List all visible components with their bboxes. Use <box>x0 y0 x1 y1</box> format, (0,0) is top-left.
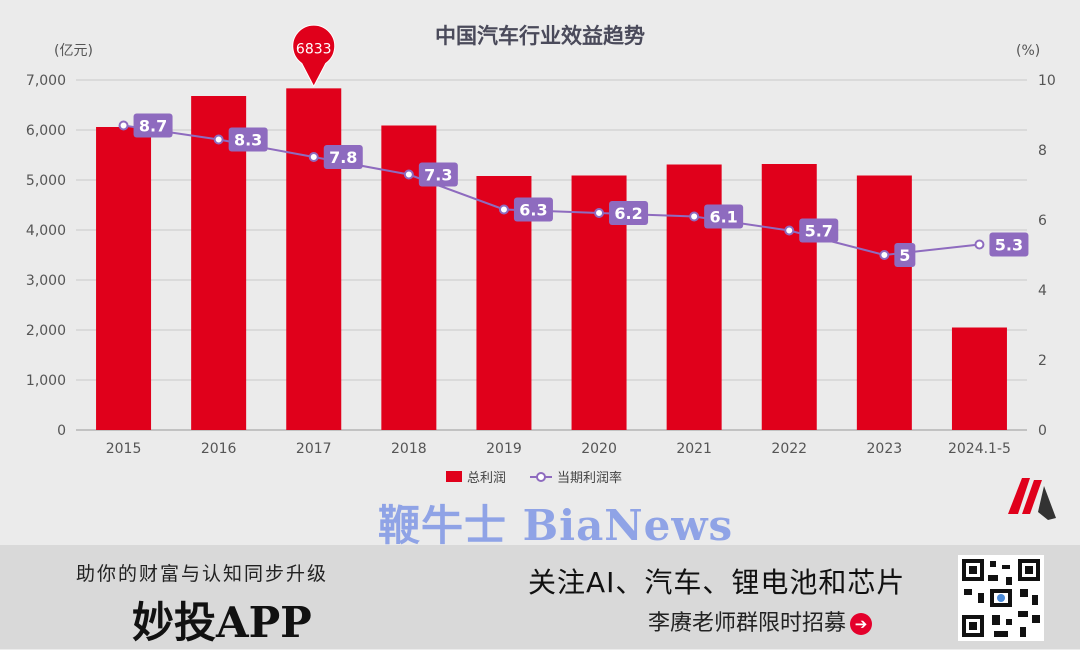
banner-topics: 关注AI、汽车、锂电池和芯片 <box>528 566 906 599</box>
right-tick-label: 2 <box>1038 353 1047 369</box>
right-tick-label: 6 <box>1038 213 1047 229</box>
watermark: 鞭牛士 BiaNews <box>378 501 734 550</box>
line-label-box <box>323 145 363 169</box>
legend-swatch-profit <box>446 471 462 482</box>
x-tick-label: 2015 <box>106 441 142 457</box>
banner-slogan: 助你的财富与认知同步升级 <box>76 563 329 585</box>
left-tick-label: 6,000 <box>26 123 66 139</box>
line-label-box <box>228 127 268 152</box>
line-data-label: 8.7 <box>139 117 167 136</box>
line-data-label: 8.3 <box>234 131 262 150</box>
x-tick-label: 2021 <box>676 441 712 457</box>
max-callout-pin <box>292 24 336 88</box>
left-tick-label: 5,000 <box>26 173 66 189</box>
line-data-label: 5.7 <box>805 222 833 241</box>
line-point <box>498 204 509 215</box>
chart-title: 中国汽车行业效益趋势 <box>435 24 645 48</box>
bar <box>856 175 912 430</box>
line-label-box <box>894 243 916 267</box>
left-axis-unit: (亿元) <box>54 43 93 59</box>
promo-banner[interactable]: 助你的财富与认知同步升级 妙投APP 关注AI、汽车、锂电池和芯片 李赓老师群限… <box>0 545 1080 649</box>
left-tick-label: 7,000 <box>26 73 66 89</box>
x-tick-label: 2023 <box>867 441 903 457</box>
left-tick-label: 3,000 <box>26 273 66 289</box>
x-tick-label: 2022 <box>771 441 807 457</box>
right-tick-label: 4 <box>1038 283 1047 299</box>
line-point <box>784 225 795 236</box>
line-point <box>594 208 605 218</box>
bar <box>96 127 152 430</box>
line-data-label: 6.3 <box>519 201 547 220</box>
left-tick-label: 0 <box>57 423 66 439</box>
right-tick-label: 10 <box>1038 73 1056 89</box>
x-tick-label: 2016 <box>201 441 237 457</box>
chart: 中国汽车行业效益趋势 (亿元) (%) 6833 8.7 8.3 7.8 7.3 6.3… <box>26 24 1056 486</box>
line-label-box <box>609 201 649 225</box>
line-label-box <box>704 204 744 229</box>
bar <box>666 164 722 430</box>
left-tick-label: 4,000 <box>26 223 66 239</box>
line-point <box>879 250 890 260</box>
line-label-box <box>133 113 173 138</box>
line-point <box>308 152 319 162</box>
banner-app-name: 妙投APP <box>132 598 312 647</box>
line-point <box>213 134 224 145</box>
legend-label-profit: 总利润 <box>467 471 506 486</box>
chart-area: 中国汽车行业效益趋势 (亿元) (%) 6833 8.7 8.3 7.8 7.3 6.3… <box>25 24 1056 550</box>
line-point <box>118 120 129 131</box>
banner-recruit[interactable]: 李赓老师群限时招募 ➔ <box>648 605 873 637</box>
banner-recruit-text: 李赓老师群限时招募 <box>648 611 847 636</box>
line-data-label: 7.3 <box>424 166 452 185</box>
m-logo-icon <box>1008 478 1056 520</box>
legend-marker-margin <box>536 472 546 482</box>
line-point <box>689 211 700 222</box>
right-tick-label: 8 <box>1038 143 1047 159</box>
bar <box>191 96 247 430</box>
x-tick-label: 2018 <box>391 441 427 457</box>
bar <box>951 327 1007 430</box>
qr-code-icon[interactable] <box>958 555 1044 641</box>
line-data-label: 6.2 <box>614 204 642 223</box>
line-label-box <box>418 162 458 187</box>
line-data-label: 7.8 <box>329 148 357 167</box>
right-axis-unit: (%) <box>1016 43 1040 59</box>
left-tick-label: 1,000 <box>26 373 66 389</box>
bar <box>286 88 342 430</box>
arrow-right-circle-icon[interactable]: ➔ <box>850 613 873 635</box>
line-data-label: 6.1 <box>709 208 737 227</box>
line-point <box>403 169 414 180</box>
x-tick-label: 2024.1-5 <box>948 441 1011 457</box>
line-label-box <box>989 232 1029 257</box>
legend: 总利润 当期利润率 <box>446 470 622 486</box>
line-data-label: 5.3 <box>995 236 1023 255</box>
line-label-box <box>513 197 553 222</box>
x-tick-label: 2019 <box>486 441 522 457</box>
line-label-box <box>799 218 839 243</box>
line-point <box>974 239 985 250</box>
legend-label-margin: 当期利润率 <box>557 470 622 486</box>
line-data-label: 5 <box>899 246 910 265</box>
x-tick-label: 2020 <box>581 441 617 457</box>
left-tick-label: 2,000 <box>26 323 66 339</box>
x-tick-label: 2017 <box>296 441 332 457</box>
max-callout-label: 6833 <box>296 41 332 57</box>
bar <box>761 164 817 430</box>
right-tick-label: 0 <box>1038 423 1047 439</box>
